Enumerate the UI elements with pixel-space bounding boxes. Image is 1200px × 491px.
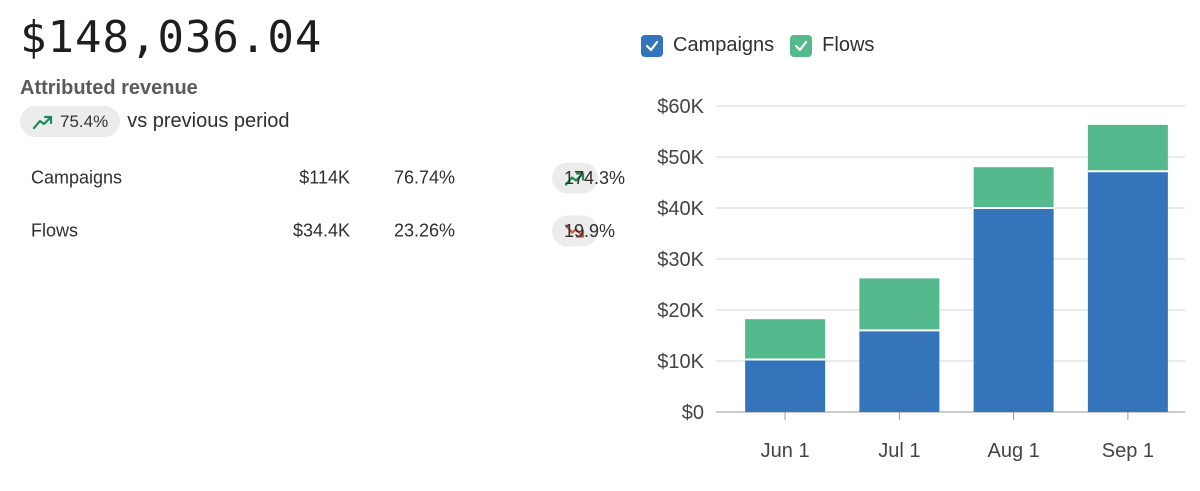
breakdown-row-flows: Flows $34.4K 23.26% 19.9% <box>0 214 615 248</box>
breakdown-row-campaigns: Campaigns $114K 76.74% 174.3% <box>0 161 625 195</box>
checkbox-checked-icon[interactable] <box>641 34 663 57</box>
x-tick-label: Jul 1 <box>878 440 920 462</box>
bar-flows <box>973 167 1054 208</box>
breakdown-value: $34.4K <box>292 220 350 241</box>
bar-flows <box>1087 124 1168 172</box>
x-tick-label: Sep 1 <box>1102 440 1154 462</box>
bar-campaigns <box>745 359 826 412</box>
legend-item-flows[interactable]: Flows <box>790 34 874 57</box>
y-tick-label: $0 <box>682 402 704 424</box>
overall-change-pill: 75.4% <box>20 106 121 137</box>
breakdown-share: 23.26% <box>393 220 455 241</box>
checkbox-checked-icon[interactable] <box>790 34 813 57</box>
total-revenue: $148,036.04 <box>20 12 323 63</box>
breakdown-change-pill: 174.3% <box>552 162 625 194</box>
breakdown-name: Flows <box>31 220 79 241</box>
legend-item-campaigns[interactable]: Campaigns <box>641 34 774 57</box>
bar-campaigns <box>1087 171 1168 412</box>
overall-change-value: 75.4% <box>60 111 109 131</box>
bar-campaigns <box>973 208 1054 412</box>
breakdown-change-pill: 19.9% <box>552 215 615 247</box>
breakdown-change-value: 19.9% <box>564 220 616 241</box>
y-tick-label: $30K <box>657 249 704 271</box>
y-tick-label: $10K <box>657 351 704 373</box>
legend-label: Campaigns <box>673 34 775 56</box>
trending-up-icon <box>564 171 585 186</box>
x-tick-label: Aug 1 <box>987 440 1039 462</box>
breakdown-share: 76.74% <box>393 167 455 188</box>
chart-legend: Campaigns Flows <box>641 34 890 57</box>
breakdown-name: Campaigns <box>31 167 123 188</box>
breakdown-change-value: 174.3% <box>564 167 626 188</box>
x-tick-label: Jun 1 <box>761 440 810 462</box>
overall-change: 75.4% vs previous period <box>20 106 290 137</box>
y-tick-label: $20K <box>657 300 704 322</box>
y-tick-label: $40K <box>657 198 704 220</box>
y-tick-label: $50K <box>657 147 704 169</box>
legend-label: Flows <box>822 34 875 56</box>
comparison-label: vs previous period <box>127 110 290 132</box>
bar-flows <box>745 319 826 360</box>
bar-flows <box>859 278 940 331</box>
revenue-label: Attributed revenue <box>20 77 198 99</box>
y-tick-label: $60K <box>657 96 704 118</box>
breakdown-value: $114K <box>299 167 350 188</box>
trending-down-icon <box>564 223 585 238</box>
bar-campaigns <box>859 330 940 412</box>
trending-up-icon <box>32 115 53 129</box>
